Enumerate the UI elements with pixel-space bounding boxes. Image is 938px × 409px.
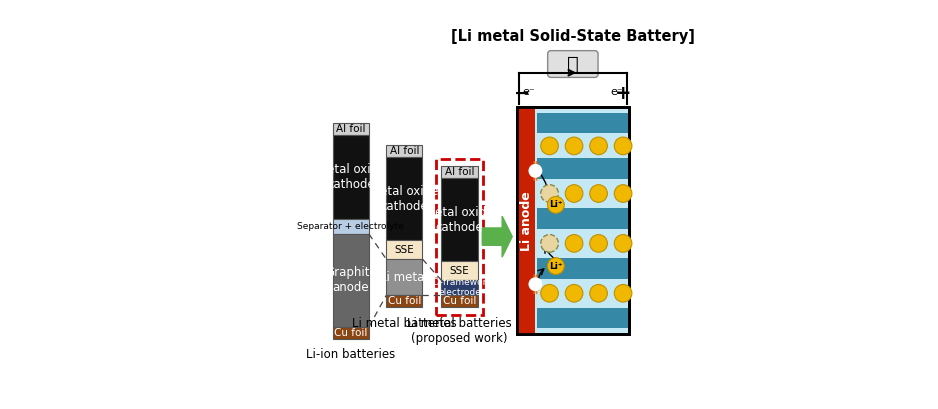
Text: Li-ion batteries: Li-ion batteries xyxy=(306,348,396,361)
Text: 3D-framework
electrode: 3D-framework electrode xyxy=(427,278,492,297)
Text: Metal oxide
cathode: Metal oxide cathode xyxy=(317,163,385,191)
Text: Cu foil: Cu foil xyxy=(387,297,421,306)
Circle shape xyxy=(590,185,608,202)
Bar xyxy=(442,295,477,307)
Bar xyxy=(333,327,369,339)
Bar xyxy=(442,261,477,280)
Circle shape xyxy=(614,235,632,252)
Circle shape xyxy=(590,235,608,252)
FancyArrow shape xyxy=(482,216,512,257)
Bar xyxy=(386,240,422,259)
Circle shape xyxy=(540,284,558,302)
Text: Li anode: Li anode xyxy=(520,191,533,251)
Bar xyxy=(517,107,628,334)
Text: [Li metal Solid-State Battery]: [Li metal Solid-State Battery] xyxy=(451,29,695,44)
Text: Li⁺: Li⁺ xyxy=(549,200,563,209)
Circle shape xyxy=(590,284,608,302)
Circle shape xyxy=(548,196,565,213)
Bar xyxy=(442,166,477,178)
Text: Metal oxide
cathode: Metal oxide cathode xyxy=(371,184,439,213)
Circle shape xyxy=(614,137,632,155)
Bar xyxy=(333,135,369,219)
Circle shape xyxy=(528,164,542,178)
Circle shape xyxy=(614,284,632,302)
Text: e⁻: e⁻ xyxy=(611,87,624,97)
Circle shape xyxy=(590,137,608,155)
Text: Graphite
anode: Graphite anode xyxy=(325,266,377,294)
Text: e⁻: e⁻ xyxy=(522,87,535,97)
Bar xyxy=(537,308,628,328)
Bar xyxy=(537,258,628,279)
Bar xyxy=(517,107,628,334)
Text: Separator + electrolyte: Separator + electrolyte xyxy=(297,222,404,231)
Bar xyxy=(537,208,628,229)
Text: +: + xyxy=(615,83,631,103)
Text: SSE: SSE xyxy=(395,245,415,255)
Circle shape xyxy=(566,284,582,302)
Text: Li metal: Li metal xyxy=(381,271,429,284)
Text: 🚗: 🚗 xyxy=(567,54,579,74)
Circle shape xyxy=(540,235,558,252)
Bar xyxy=(435,159,483,315)
Bar xyxy=(442,280,477,295)
Bar xyxy=(333,219,369,234)
Text: Li metal batteries
(proposed work): Li metal batteries (proposed work) xyxy=(407,317,512,345)
Circle shape xyxy=(540,185,558,202)
Bar xyxy=(537,113,628,133)
Text: Metal oxide
cathode: Metal oxide cathode xyxy=(425,206,493,234)
FancyBboxPatch shape xyxy=(548,51,598,77)
Circle shape xyxy=(528,277,542,291)
Circle shape xyxy=(566,137,582,155)
Text: SSE: SSE xyxy=(449,266,469,276)
Text: Li metal batteries: Li metal batteries xyxy=(352,317,457,330)
Bar xyxy=(386,145,422,157)
Text: Al foil: Al foil xyxy=(336,124,366,135)
Bar xyxy=(386,259,422,295)
Text: Cu foil: Cu foil xyxy=(334,328,368,338)
Circle shape xyxy=(566,185,582,202)
Bar xyxy=(442,178,477,261)
Circle shape xyxy=(540,137,558,155)
Text: Cu foil: Cu foil xyxy=(443,297,477,306)
Bar xyxy=(386,157,422,240)
Bar xyxy=(333,124,369,135)
Circle shape xyxy=(548,258,565,274)
Text: −: − xyxy=(514,83,531,103)
Text: Al foil: Al foil xyxy=(389,146,419,156)
Circle shape xyxy=(614,185,632,202)
Circle shape xyxy=(566,235,582,252)
Bar xyxy=(537,158,628,179)
Bar xyxy=(517,107,536,334)
Text: Li⁺: Li⁺ xyxy=(549,262,563,271)
Bar xyxy=(386,295,422,307)
Bar xyxy=(333,234,369,327)
Text: Al foil: Al foil xyxy=(445,167,475,177)
